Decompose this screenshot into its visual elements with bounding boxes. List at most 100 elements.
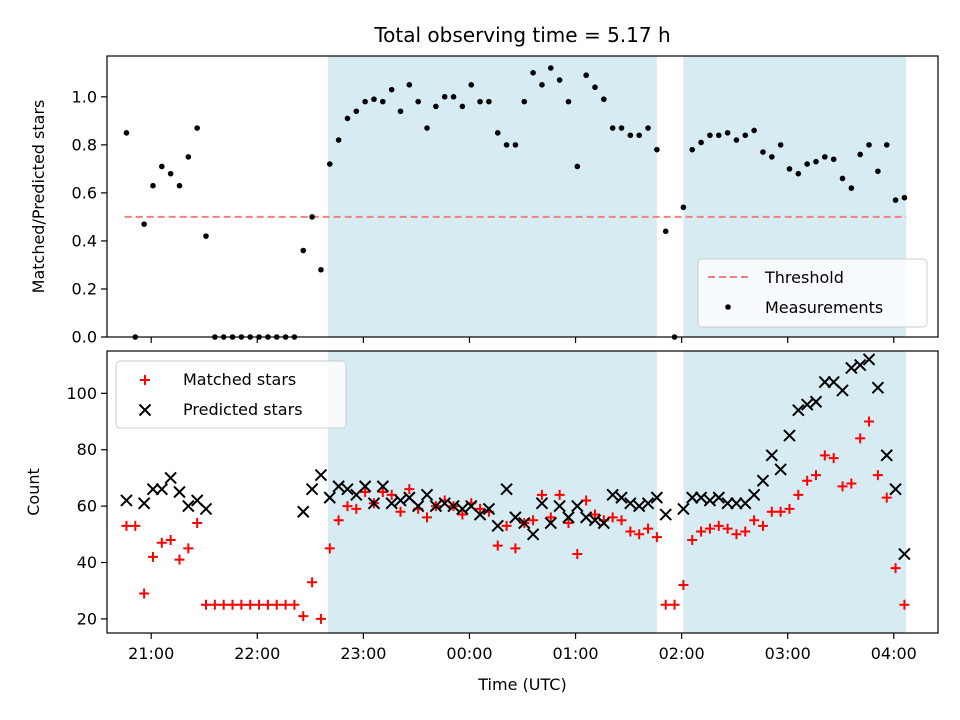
measurement-point <box>167 170 174 177</box>
predicted-star-point <box>358 480 372 493</box>
measurement-point <box>521 98 528 105</box>
x-tick-label: 23:00 <box>340 644 386 663</box>
matched-star-point <box>563 518 574 529</box>
predicted-star-point <box>889 482 902 496</box>
measurement-point <box>592 84 598 91</box>
matched-star-point <box>147 551 158 562</box>
matched-star-point <box>899 599 910 610</box>
predicted-star-point <box>862 353 876 366</box>
measurement-point <box>150 182 156 189</box>
legend: Matched stars Predicted stars <box>115 360 347 429</box>
predicted-star-point <box>482 502 496 516</box>
measurement-point <box>159 163 165 170</box>
legend-predicted-swatch <box>138 403 152 417</box>
matched-star-point <box>377 487 388 497</box>
measurement-point <box>300 247 307 254</box>
measurement-point <box>777 142 784 148</box>
measurement-point <box>583 72 589 79</box>
chart-title: Total observing time = 5.17 h <box>373 23 670 47</box>
predicted-star-point <box>818 375 832 389</box>
y-axis-label: Count <box>24 468 43 516</box>
x-tick-label: 03:00 <box>765 644 811 663</box>
predicted-star-point <box>571 499 584 513</box>
matched-star-point <box>245 599 256 610</box>
measurement-point <box>901 194 908 201</box>
matched-star-point <box>342 501 353 512</box>
matched-star-point <box>669 599 680 610</box>
predicted-star-point <box>491 519 504 533</box>
measurement-point <box>724 130 731 136</box>
measurement-point <box>318 266 324 273</box>
matched-star-point <box>660 599 671 610</box>
measurement-point <box>574 163 581 170</box>
predicted-star-point <box>809 395 823 408</box>
measurement-point <box>680 204 687 211</box>
predicted-star-point <box>703 494 717 507</box>
measurement-point <box>441 94 448 100</box>
predicted-star-point <box>385 497 398 510</box>
measurement-point <box>335 137 342 143</box>
predicted-star-point <box>845 361 858 375</box>
legend-box <box>115 360 347 429</box>
y-tick-label: 40 <box>77 553 97 572</box>
matched-star-point <box>218 599 229 610</box>
predicted-star-point <box>509 511 522 524</box>
legend-matched-label: Matched stars <box>183 370 296 389</box>
measurement-point <box>813 158 819 165</box>
legend-threshold-label: Threshold <box>764 268 844 287</box>
measurement-point <box>609 125 616 131</box>
measurement-point <box>380 98 386 105</box>
measurement-point <box>494 130 501 136</box>
x-tick-label: 01:00 <box>552 644 598 663</box>
matched-star-point <box>201 599 212 610</box>
matched-star-point <box>731 529 742 540</box>
predicted-star-point <box>297 505 310 518</box>
measurement-point <box>627 132 634 139</box>
matched-star-point <box>492 540 503 551</box>
measurement-point <box>477 98 483 105</box>
predicted-star-point <box>137 497 151 510</box>
predicted-star-point <box>783 429 796 442</box>
legend-box <box>697 258 928 328</box>
predicted-star-point <box>597 516 611 530</box>
predicted-star-point <box>553 499 566 513</box>
matched-star-point <box>271 599 282 610</box>
matched-star-point <box>174 554 185 565</box>
predicted-star-point <box>500 482 513 496</box>
y-tick-label: 0.0 <box>72 328 97 347</box>
legend: Threshold Measurements <box>697 258 928 328</box>
measurement-point <box>539 82 545 88</box>
measurement-point <box>636 132 642 139</box>
y-tick-label: 0.4 <box>72 231 97 250</box>
measurement-point <box>892 197 899 203</box>
x-axis-label: Time (UTC) <box>477 675 566 694</box>
y-tick-label: 100 <box>66 384 97 403</box>
predicted-star-point <box>694 491 708 504</box>
matched-star-point <box>386 489 397 500</box>
y-tick-label: 0.6 <box>72 183 97 202</box>
measurement-point <box>883 142 890 148</box>
measurement-point <box>547 65 554 71</box>
predicted-star-point <box>146 482 160 496</box>
matched-star-point <box>536 489 547 500</box>
axes-frame <box>106 55 939 338</box>
legend-measurements-swatch <box>725 304 731 310</box>
predicted-star-point <box>792 404 805 417</box>
predicted-star-point <box>411 499 425 513</box>
measurement-point <box>424 125 430 131</box>
predicted-star-point <box>473 508 487 521</box>
predicted-star-point <box>606 488 619 502</box>
predicted-star-point <box>712 491 725 504</box>
matched-star-point <box>404 484 415 495</box>
matched-star-point <box>643 523 654 534</box>
measurement-point <box>388 86 395 93</box>
count-panel: 20 40 60 80 100 21:00 22:00 23:00 00:00 01:00 02:0… <box>24 350 939 694</box>
matched-star-point <box>775 506 786 517</box>
matched-star-point <box>864 416 875 427</box>
matched-star-point <box>687 534 698 545</box>
measurement-point <box>751 127 757 134</box>
matched-star-point <box>475 503 486 514</box>
ratio-panel: 0.0 0.2 0.4 0.6 0.8 1.0 Matched/Predicted star… <box>29 23 939 347</box>
matched-star-point <box>139 588 150 599</box>
matched-star-point <box>625 526 636 537</box>
